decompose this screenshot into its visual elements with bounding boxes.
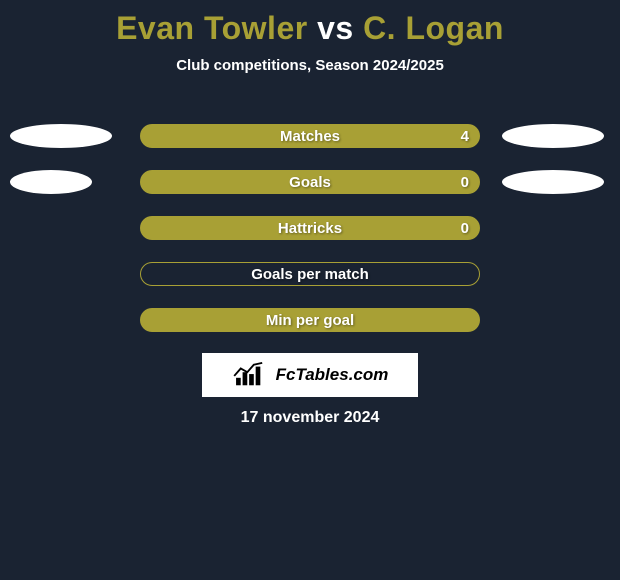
stat-bar: Goals per match (140, 262, 480, 286)
stat-bar: Matches 4 (140, 124, 480, 148)
stat-row-matches: Matches 4 (0, 124, 620, 170)
stat-row-hattricks: Hattricks 0 (0, 216, 620, 262)
comparison-infographic: Evan Towler vs C. Logan Club competition… (0, 0, 620, 580)
stat-bar: Goals 0 (140, 170, 480, 194)
ellipse-left (10, 170, 92, 194)
stat-label: Hattricks (278, 220, 342, 237)
ellipse-right (502, 170, 604, 194)
player1-name: Evan Towler (116, 10, 308, 46)
date-text: 17 november 2024 (0, 409, 620, 427)
stat-label: Goals (289, 174, 331, 191)
subtitle: Club competitions, Season 2024/2025 (0, 57, 620, 74)
stat-row-goals-per-match: Goals per match (0, 262, 620, 308)
stat-value: 0 (461, 220, 469, 237)
stat-bar: Min per goal (140, 308, 480, 332)
stat-label: Min per goal (266, 312, 354, 329)
stat-label: Goals per match (251, 266, 369, 283)
stat-value: 4 (461, 128, 469, 145)
player2-name: C. Logan (363, 10, 504, 46)
stat-bar: Hattricks 0 (140, 216, 480, 240)
logo-text: FcTables.com (276, 365, 389, 385)
stat-row-goals: Goals 0 (0, 170, 620, 216)
stat-value: 0 (461, 174, 469, 191)
stat-rows: Matches 4 Goals 0 Hattricks 0 Goals (0, 124, 620, 354)
stat-label: Matches (280, 128, 340, 145)
chart-icon (232, 361, 270, 389)
page-title: Evan Towler vs C. Logan (0, 0, 620, 47)
ellipse-left (10, 124, 112, 148)
logo-box: FcTables.com (202, 353, 418, 397)
stat-row-min-per-goal: Min per goal (0, 308, 620, 354)
vs-text: vs (317, 10, 354, 46)
ellipse-right (502, 124, 604, 148)
